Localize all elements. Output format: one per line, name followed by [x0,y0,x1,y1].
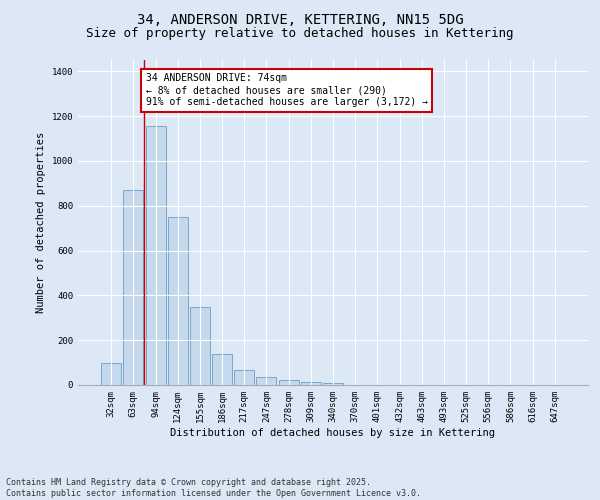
Bar [212,354,232,385]
Bar [278,380,299,385]
Text: Contains HM Land Registry data © Crown copyright and database right 2025.
Contai: Contains HM Land Registry data © Crown c… [6,478,421,498]
Bar [234,370,254,385]
Text: 34, ANDERSON DRIVE, KETTERING, NN15 5DG: 34, ANDERSON DRIVE, KETTERING, NN15 5DG [137,12,463,26]
Y-axis label: Number of detached properties: Number of detached properties [36,132,46,313]
X-axis label: Distribution of detached houses by size in Kettering: Distribution of detached houses by size … [170,428,496,438]
Bar [146,126,166,385]
Bar [168,217,188,385]
Bar [323,383,343,385]
Bar [190,306,210,385]
Bar [256,377,277,385]
Bar [124,190,143,385]
Text: Size of property relative to detached houses in Kettering: Size of property relative to detached ho… [86,28,514,40]
Bar [301,382,321,385]
Text: 34 ANDERSON DRIVE: 74sqm
← 8% of detached houses are smaller (290)
91% of semi-d: 34 ANDERSON DRIVE: 74sqm ← 8% of detache… [146,74,428,106]
Bar [101,362,121,385]
